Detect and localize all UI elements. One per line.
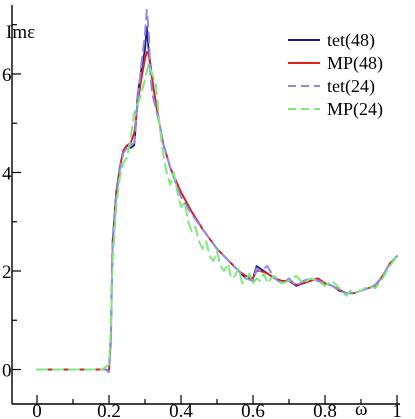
y-axis-label: Imε [6, 22, 35, 43]
x-tick-label: 0.2 [97, 401, 121, 419]
x-tick-label: 1 [392, 401, 402, 419]
series-layer [36, 8, 398, 373]
x-tick-label: 0.8 [313, 401, 337, 419]
series-line-4 [36, 63, 398, 371]
legend-label: tet(48) [327, 30, 375, 51]
axes: 0 0.2 0.4 0.6 0.8 1 0 2 4 6 [2, 5, 402, 419]
y-tick-label: 0 [2, 361, 12, 382]
y-tick-label: 4 [2, 163, 12, 184]
x-tick-label: 0.6 [241, 401, 265, 419]
legend-label: tet(24) [327, 76, 375, 97]
legend-label: MP(24) [327, 99, 383, 120]
legend-label: MP(48) [327, 53, 383, 74]
series-line-3 [36, 8, 398, 373]
x-tick-label: 0 [32, 401, 42, 419]
legend: tet(48)MP(48)tet(24)MP(24) [288, 30, 383, 120]
x-axis-label: ω [355, 399, 368, 419]
x-tick-label: 0.4 [169, 401, 193, 419]
y-tick-label: 2 [2, 262, 12, 283]
y-tick-label: 6 [2, 65, 12, 86]
